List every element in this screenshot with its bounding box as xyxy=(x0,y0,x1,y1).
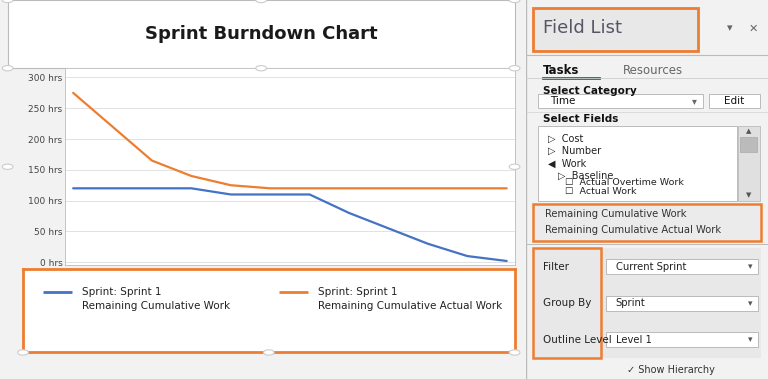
Text: Filter: Filter xyxy=(543,262,569,272)
Text: Remaining Cumulative Actual Work: Remaining Cumulative Actual Work xyxy=(545,226,722,235)
Text: Current Sprint: Current Sprint xyxy=(616,262,686,272)
Text: Field List: Field List xyxy=(543,19,622,38)
FancyBboxPatch shape xyxy=(533,8,698,51)
Text: Outline Level: Outline Level xyxy=(543,335,612,345)
FancyBboxPatch shape xyxy=(533,248,601,358)
Text: Time: Time xyxy=(550,96,576,106)
Text: Sprint: Sprint 1
Remaining Cumulative Work: Sprint: Sprint 1 Remaining Cumulative Wo… xyxy=(82,287,230,312)
FancyBboxPatch shape xyxy=(606,296,758,311)
Text: ▾: ▾ xyxy=(748,299,753,308)
Text: Select Fields: Select Fields xyxy=(543,114,618,124)
FancyBboxPatch shape xyxy=(606,259,758,274)
Text: ▼: ▼ xyxy=(746,192,751,198)
FancyBboxPatch shape xyxy=(738,126,760,201)
Text: ✕: ✕ xyxy=(749,23,758,33)
Text: ☐  Actual Work: ☐ Actual Work xyxy=(564,187,636,196)
Text: Group By: Group By xyxy=(543,298,591,308)
Text: ▲: ▲ xyxy=(746,128,751,135)
Text: ▾: ▾ xyxy=(692,96,697,106)
Text: Tasks: Tasks xyxy=(543,64,579,77)
FancyBboxPatch shape xyxy=(740,137,757,152)
Text: ▷  Cost: ▷ Cost xyxy=(548,133,583,143)
Text: Sprint Burndown Chart: Sprint Burndown Chart xyxy=(145,25,377,43)
FancyBboxPatch shape xyxy=(709,94,760,108)
Text: Resources: Resources xyxy=(623,64,683,77)
Text: ▷  Number: ▷ Number xyxy=(548,146,601,156)
Text: Edit: Edit xyxy=(724,96,744,106)
FancyBboxPatch shape xyxy=(533,204,761,241)
FancyBboxPatch shape xyxy=(533,248,761,358)
Point xyxy=(538,76,548,81)
Text: ▾: ▾ xyxy=(748,335,753,345)
FancyBboxPatch shape xyxy=(538,126,737,201)
Text: Level 1: Level 1 xyxy=(616,335,651,345)
Text: ▾: ▾ xyxy=(727,23,732,33)
Text: ☐  Actual Overtime Work: ☐ Actual Overtime Work xyxy=(564,178,684,187)
Text: ◀  Work: ◀ Work xyxy=(548,158,586,168)
FancyBboxPatch shape xyxy=(538,94,703,108)
FancyBboxPatch shape xyxy=(606,332,758,348)
Text: Sprint: Sprint 1
Remaining Cumulative Actual Work: Sprint: Sprint 1 Remaining Cumulative Ac… xyxy=(318,287,502,312)
Text: ▷  Baseline: ▷ Baseline xyxy=(558,171,613,181)
Text: Remaining Cumulative Work: Remaining Cumulative Work xyxy=(545,209,687,219)
Text: ▾: ▾ xyxy=(748,262,753,271)
Text: ✓ Show Hierarchy: ✓ Show Hierarchy xyxy=(627,365,715,374)
Text: Select Category: Select Category xyxy=(543,86,637,96)
Point xyxy=(594,76,604,81)
Text: Sprint: Sprint xyxy=(616,298,645,308)
